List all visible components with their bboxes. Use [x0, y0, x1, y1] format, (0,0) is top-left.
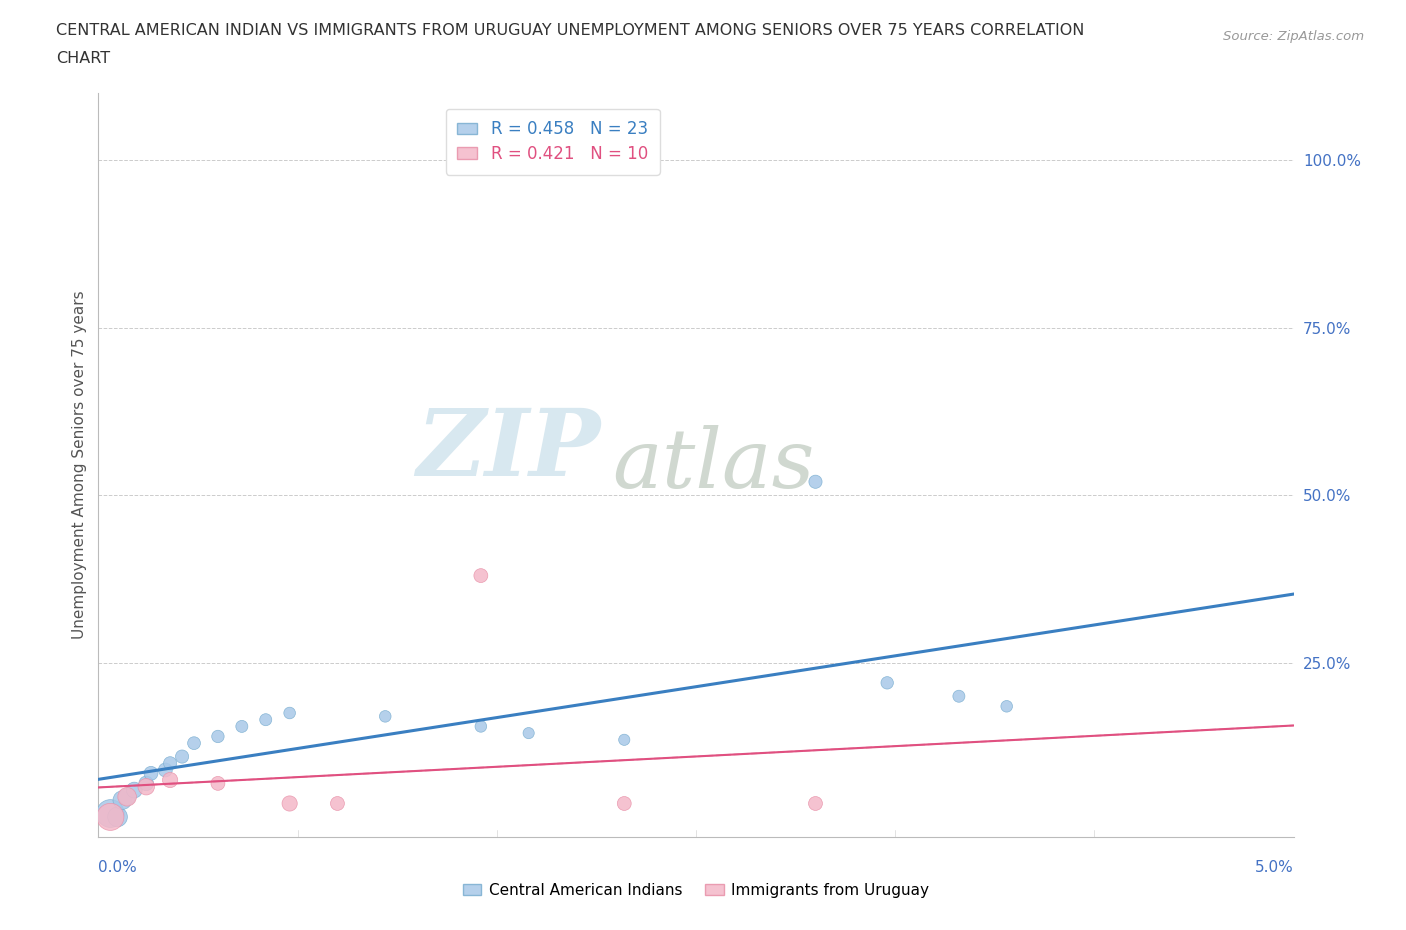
- Point: [470, 719, 492, 734]
- Point: [115, 790, 138, 804]
- Point: [948, 689, 970, 704]
- Point: [98, 809, 122, 824]
- Point: [231, 719, 253, 734]
- Text: Source: ZipAtlas.com: Source: ZipAtlas.com: [1223, 30, 1364, 43]
- Legend: Central American Indians, Immigrants from Uruguay: Central American Indians, Immigrants fro…: [457, 877, 935, 904]
- Point: [470, 568, 492, 583]
- Point: [207, 776, 229, 790]
- Point: [207, 729, 229, 744]
- Point: [159, 756, 181, 771]
- Point: [135, 776, 157, 790]
- Point: [278, 796, 301, 811]
- Point: [517, 725, 540, 740]
- Text: atlas: atlas: [613, 425, 814, 505]
- Point: [804, 474, 827, 489]
- Point: [326, 796, 349, 811]
- Point: [111, 792, 134, 807]
- Point: [98, 806, 122, 821]
- Text: 0.0%: 0.0%: [98, 860, 138, 875]
- Point: [254, 712, 277, 727]
- Point: [374, 709, 396, 724]
- Point: [124, 783, 146, 798]
- Point: [613, 732, 636, 747]
- Text: 5.0%: 5.0%: [1254, 860, 1294, 875]
- Point: [183, 736, 205, 751]
- Text: CHART: CHART: [56, 51, 110, 66]
- Y-axis label: Unemployment Among Seniors over 75 years: Unemployment Among Seniors over 75 years: [72, 291, 87, 639]
- Text: CENTRAL AMERICAN INDIAN VS IMMIGRANTS FROM URUGUAY UNEMPLOYMENT AMONG SENIORS OV: CENTRAL AMERICAN INDIAN VS IMMIGRANTS FR…: [56, 23, 1084, 38]
- Point: [155, 763, 177, 777]
- Point: [278, 706, 301, 721]
- Point: [107, 809, 129, 824]
- Point: [159, 773, 181, 788]
- Point: [115, 790, 138, 804]
- Point: [135, 779, 157, 794]
- Point: [804, 796, 827, 811]
- Point: [995, 698, 1018, 713]
- Point: [876, 675, 898, 690]
- Point: [172, 750, 194, 764]
- Point: [613, 796, 636, 811]
- Point: [139, 766, 162, 781]
- Text: ZIP: ZIP: [416, 405, 600, 495]
